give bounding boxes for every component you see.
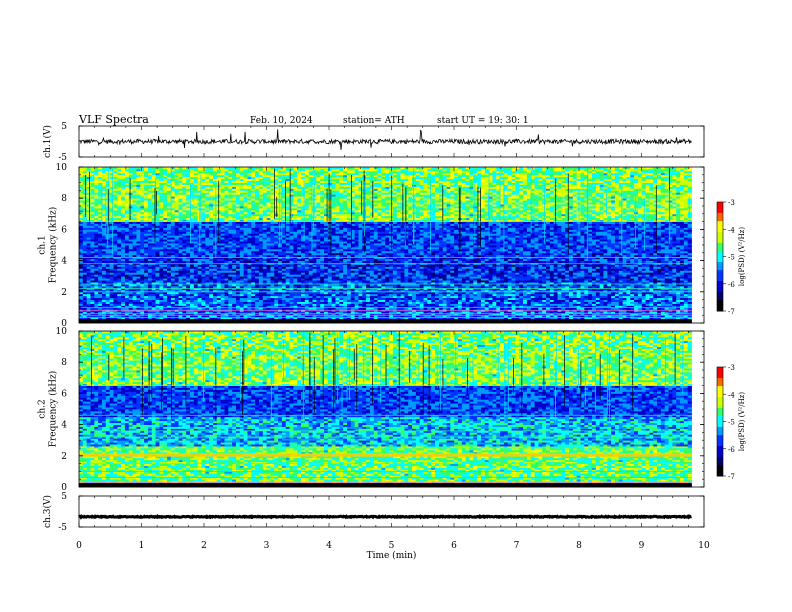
- date-label: Feb. 10, 2024: [250, 116, 313, 126]
- y-tick-label: 5: [61, 122, 67, 132]
- y-tick-label: -5: [58, 153, 67, 163]
- spectrogram-image: [79, 167, 692, 323]
- station-label: station= ATH: [343, 116, 405, 126]
- start-time-label: start UT = 19: 30: 1: [437, 116, 529, 126]
- vlf-spectra-figure: VLF Spectra Feb. 10, 2024 station= ATH s…: [0, 0, 792, 612]
- y-axis-label: ch.1(V): [42, 125, 53, 158]
- figure-title: VLF Spectra: [78, 113, 149, 126]
